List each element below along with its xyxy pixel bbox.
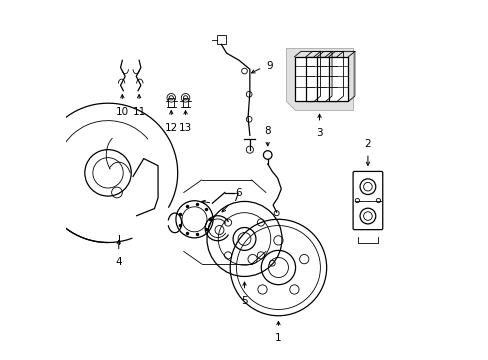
Bar bbox=[328, 57, 348, 102]
Text: 11: 11 bbox=[132, 107, 145, 117]
Text: 6: 6 bbox=[235, 188, 242, 198]
Text: 4: 4 bbox=[115, 257, 122, 267]
Text: 5: 5 bbox=[241, 296, 247, 306]
Bar bbox=[183, 98, 188, 107]
Text: 2: 2 bbox=[364, 139, 370, 149]
Text: 8: 8 bbox=[264, 126, 270, 136]
Text: 9: 9 bbox=[265, 61, 272, 71]
Bar bbox=[168, 98, 174, 107]
Bar bbox=[294, 57, 313, 102]
Bar bbox=[217, 35, 225, 44]
Text: 12: 12 bbox=[164, 123, 178, 133]
Text: 10: 10 bbox=[116, 107, 129, 117]
Text: 3: 3 bbox=[316, 128, 322, 138]
Polygon shape bbox=[285, 48, 353, 111]
Bar bbox=[305, 57, 325, 102]
Text: 13: 13 bbox=[179, 123, 192, 133]
Text: 1: 1 bbox=[275, 333, 281, 343]
Text: 7: 7 bbox=[231, 193, 238, 203]
Bar bbox=[317, 57, 336, 102]
